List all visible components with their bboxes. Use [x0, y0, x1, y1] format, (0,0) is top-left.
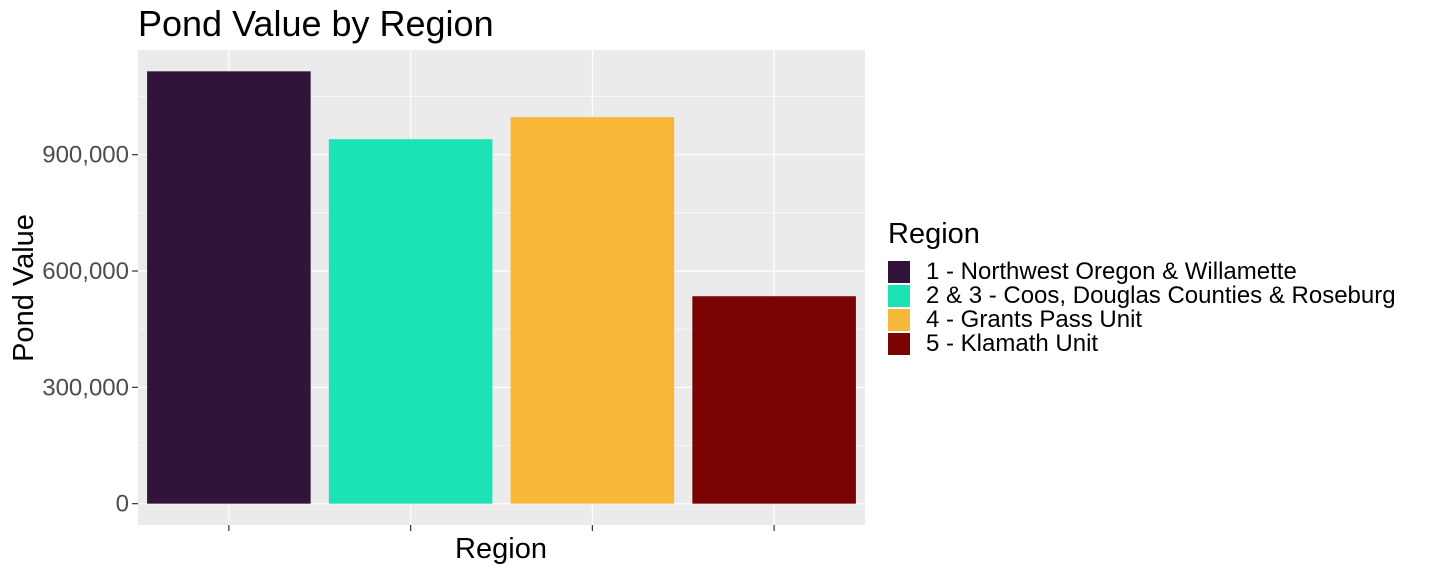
legend-items: 1 - Northwest Oregon & Willamette 2 & 3 -… [888, 260, 1396, 356]
y-axis-label: Pond Value [8, 214, 40, 362]
bar [510, 117, 675, 504]
legend-label: 5 - Klamath Unit [926, 330, 1099, 357]
legend-label: 2 & 3 - Coos, Douglas Counties & Rosebur… [926, 282, 1396, 309]
x-axis-label: Region [455, 533, 547, 565]
y-tick-label: 0 [116, 491, 129, 518]
x-axis [228, 525, 775, 531]
y-tick-label: 300,000 [42, 374, 129, 401]
legend-item: 4 - Grants Pass Unit [888, 308, 1396, 332]
legend-key [888, 309, 910, 331]
bar [692, 296, 856, 504]
bar [147, 71, 311, 504]
bar [328, 139, 493, 504]
legend-item: 5 - Klamath Unit [888, 332, 1396, 356]
legend-item: 1 - Northwest Oregon & Willamette [888, 260, 1396, 284]
chart-title: Pond Value by Region [138, 3, 494, 44]
legend-item: 2 & 3 - Coos, Douglas Counties & Rosebur… [888, 284, 1396, 308]
y-tick-label: 600,000 [42, 258, 129, 285]
legend-label: 1 - Northwest Oregon & Willamette [926, 258, 1297, 285]
legend-key [888, 285, 910, 307]
legend: Region 1 - Northwest Oregon & Willamette… [888, 214, 1396, 356]
y-axis: 0 300,000 600,000 900,000 [42, 142, 138, 518]
legend-label: 4 - Grants Pass Unit [926, 306, 1143, 333]
bars [147, 71, 856, 504]
legend-title: Region [888, 218, 980, 250]
legend-key [888, 261, 910, 283]
y-tick-label: 900,000 [42, 142, 129, 169]
legend-key [888, 333, 910, 355]
